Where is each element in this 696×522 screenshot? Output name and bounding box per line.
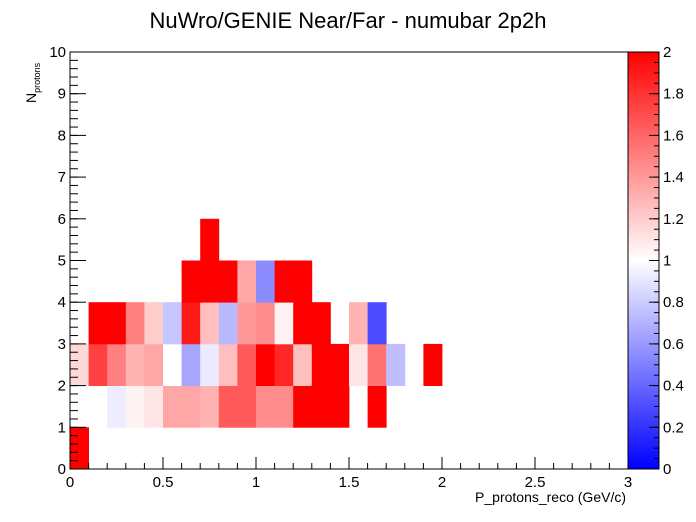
z-tick-label: 0.8 [663, 294, 684, 311]
z-tick-label: 0.6 [663, 336, 684, 353]
heatmap-cell [163, 343, 182, 386]
heatmap-cell [330, 343, 350, 386]
y-tick-label: 3 [58, 336, 66, 353]
heatmap-cell [311, 385, 331, 428]
heatmap-cell [274, 302, 294, 345]
heatmap-cell [163, 385, 182, 428]
z-tick-label: 0 [663, 461, 671, 478]
heatmap-cell [125, 343, 145, 386]
y-axis-title-sub: protons [32, 62, 42, 93]
heatmap-cell [88, 302, 108, 345]
color-bar-axis: 0 0.2 0.4 0.6 0.8 1 1.2 1.4 1.6 1.8 2 [649, 44, 684, 478]
heatmap-cell [274, 260, 294, 303]
x-tick-label: 0.5 [153, 474, 174, 491]
heatmap-cell [200, 385, 220, 428]
heatmap-cell [330, 385, 350, 428]
y-axis-title: Nprotons [23, 62, 42, 103]
heatmap-cell [256, 385, 275, 428]
y-tick-label: 1 [58, 419, 66, 436]
z-tick-label: 1.2 [663, 211, 684, 228]
heatmap-cell [386, 343, 406, 386]
y-tick-label: 4 [58, 294, 66, 311]
heatmap-cell [181, 260, 201, 303]
heatmap-cell [125, 302, 145, 345]
x-tick-label: 3 [624, 474, 632, 491]
heatmap-cell [181, 385, 201, 428]
x-tick-label: 1.5 [339, 474, 360, 491]
heatmap-cell [349, 302, 368, 345]
heatmap-cell [256, 302, 275, 345]
heatmap-cell [125, 385, 145, 428]
x-tick-label: 2 [438, 474, 446, 491]
y-axis-title-main: N [23, 93, 39, 103]
heatmap-cell [311, 302, 331, 345]
z-tick-label: 0.2 [663, 419, 684, 436]
chart-title: NuWro/GENIE Near/Far - numubar 2p2h [150, 8, 547, 33]
heatmap-cell [293, 343, 313, 386]
y-tick-label: 10 [49, 44, 66, 61]
heatmap-cell [367, 302, 387, 345]
heatmap-cell [70, 343, 89, 386]
y-tick-label: 5 [58, 253, 66, 270]
x-axis-title: P_protons_reco (GeV/c) [475, 489, 626, 505]
heatmap-cell [70, 427, 89, 470]
y-tick-label: 2 [58, 378, 66, 395]
heatmap-cell [311, 343, 331, 386]
axes: 0 0.5 1 1.5 2 2.5 3 0 1 2 3 4 5 6 7 8 9 10 [49, 44, 632, 491]
heatmap-cell [274, 343, 294, 386]
heatmap-cell [367, 343, 387, 386]
z-tick-label: 0.4 [663, 378, 684, 395]
heatmap-cell [218, 260, 238, 303]
z-tick-label: 1.4 [663, 169, 684, 186]
z-tick-label: 1.8 [663, 86, 684, 103]
heatmap-cell [237, 385, 257, 428]
z-tick-label: 1.6 [663, 127, 684, 144]
heatmap-cell [237, 260, 257, 303]
y-tick-label: 9 [58, 86, 66, 103]
heatmap-cells [70, 218, 443, 470]
heatmap-cell [200, 218, 220, 261]
heatmap-cell [293, 385, 313, 428]
heatmap-cell [88, 343, 108, 386]
heatmap-cell [144, 385, 164, 428]
heatmap-cell [144, 343, 164, 386]
y-tick-label: 0 [58, 461, 66, 478]
heatmap-cell [181, 343, 201, 386]
heatmap-cell [256, 343, 275, 386]
heatmap-cell [107, 343, 127, 386]
heatmap-cell [218, 343, 238, 386]
z-tick-label: 1 [663, 253, 671, 270]
x-tick-label: 2.5 [525, 474, 546, 491]
heatmap-cell [293, 260, 313, 303]
x-tick-label: 1 [252, 474, 260, 491]
heatmap-cell [144, 302, 164, 345]
heatmap-cell [218, 302, 238, 345]
heatmap-cell [218, 385, 238, 428]
y-tick-label: 7 [58, 169, 66, 186]
heatmap-cell [349, 343, 368, 386]
heatmap-cell [256, 260, 275, 303]
heatmap-cell [107, 385, 127, 428]
heatmap-cell [163, 302, 182, 345]
heatmap-cell [274, 385, 294, 428]
heatmap-cell [181, 302, 201, 345]
z-tick-label: 2 [663, 44, 671, 61]
heatmap-cell [237, 302, 257, 345]
heatmap-cell [293, 302, 313, 345]
heatmap-cell [200, 343, 220, 386]
heatmap-cell [200, 260, 220, 303]
y-tick-label: 8 [58, 127, 66, 144]
x-tick-label: 0 [66, 474, 74, 491]
y-tick-label: 6 [58, 211, 66, 228]
heatmap-cell [107, 302, 127, 345]
heatmap-cell [237, 343, 257, 386]
heatmap-cell [423, 343, 443, 386]
heatmap-cell [200, 302, 220, 345]
heatmap-cell [367, 385, 387, 428]
